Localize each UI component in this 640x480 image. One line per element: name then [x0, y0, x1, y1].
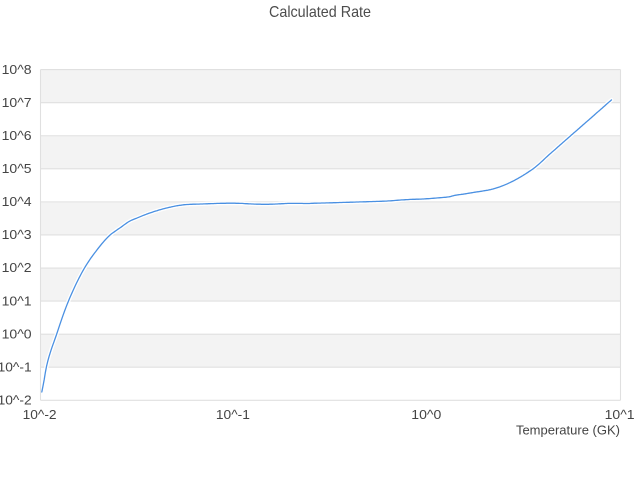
svg-text:10^5: 10^5 [2, 161, 32, 176]
svg-text:10^8: 10^8 [2, 62, 32, 77]
svg-text:10^-1: 10^-1 [216, 407, 250, 422]
svg-text:10^1: 10^1 [605, 407, 635, 422]
svg-text:10^6: 10^6 [2, 128, 32, 143]
svg-text:10^-2: 10^-2 [0, 393, 32, 408]
svg-text:10^1: 10^1 [2, 293, 32, 308]
svg-text:10^0: 10^0 [2, 326, 32, 341]
svg-text:10^2: 10^2 [2, 260, 32, 275]
svg-text:10^7: 10^7 [2, 95, 32, 110]
svg-text:10^-2: 10^-2 [23, 407, 57, 422]
svg-text:10^-1: 10^-1 [0, 359, 32, 374]
svg-text:Temperature (GK): Temperature (GK) [516, 423, 620, 438]
svg-text:10^4: 10^4 [2, 194, 32, 209]
svg-text:Calculated Rate: Calculated Rate [269, 4, 371, 21]
svg-text:10^3: 10^3 [2, 227, 32, 242]
svg-text:10^0: 10^0 [411, 407, 441, 422]
